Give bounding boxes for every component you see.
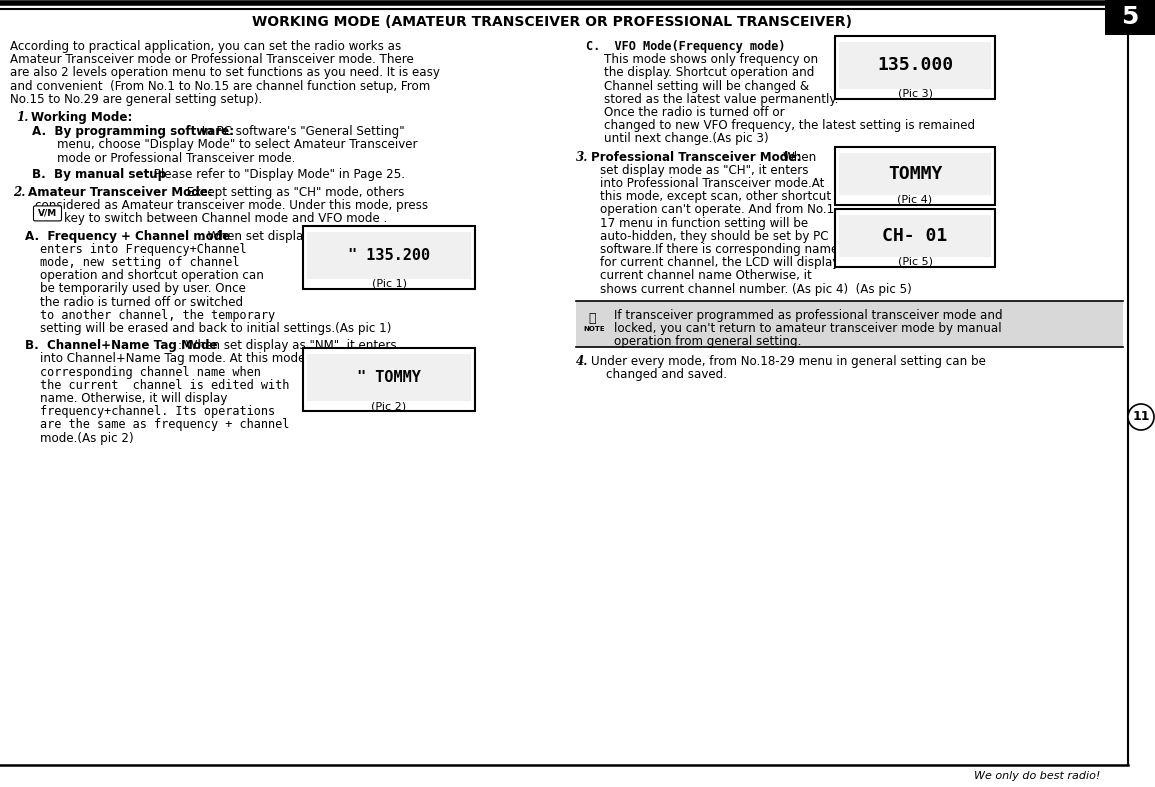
Text: According to practical application, you can set the radio works as: According to practical application, you …: [10, 40, 401, 53]
Text: C.  VFO Mode(Frequency mode): C. VFO Mode(Frequency mode): [586, 40, 785, 53]
Text: 3.: 3.: [576, 150, 588, 164]
Text: changed to new VFO frequency, the latest setting is remained: changed to new VFO frequency, the latest…: [604, 119, 975, 132]
Text: menu, choose "Display Mode" to select Amateur Transceiver: menu, choose "Display Mode" to select Am…: [57, 139, 417, 151]
Text: 1.: 1.: [16, 111, 29, 124]
Text: changed and saved.: changed and saved.: [606, 368, 726, 381]
Text: 2.: 2.: [13, 186, 25, 199]
Text: are also 2 levels operation menu to set functions as you need. It is easy: are also 2 levels operation menu to set …: [10, 66, 440, 79]
Text: 5: 5: [1122, 5, 1139, 29]
Text: A.  By programming software:: A. By programming software:: [32, 125, 234, 139]
Bar: [839, 153, 991, 194]
Text: TOMMY: TOMMY: [888, 164, 942, 183]
Text: : When set display as "NM", it enters: : When set display as "NM", it enters: [178, 339, 396, 353]
Text: until next change.(As pic 3): until next change.(As pic 3): [604, 132, 768, 146]
Text: key to switch between Channel mode and VFO mode .: key to switch between Channel mode and V…: [64, 212, 387, 225]
Text: (Pic 5): (Pic 5): [897, 257, 932, 267]
FancyBboxPatch shape: [33, 206, 61, 221]
Text: software.If there is corresponding name: software.If there is corresponding name: [599, 243, 839, 256]
Text: mode, new setting of channel: mode, new setting of channel: [40, 256, 239, 269]
Text: and convenient  (From No.1 to No.15 are channel function setup, From: and convenient (From No.1 to No.15 are c…: [10, 79, 431, 93]
Text: stored as the latest value permanently.: stored as the latest value permanently.: [604, 93, 839, 105]
Text: corresponding channel name when: corresponding channel name when: [40, 366, 261, 379]
Text: into Professional Transceiver mode.At: into Professional Transceiver mode.At: [599, 177, 825, 190]
Text: Amateur Transceiver mode or Professional Transceiver mode. There: Amateur Transceiver mode or Professional…: [10, 54, 413, 66]
Bar: [307, 231, 471, 279]
Text: shows current channel number. (As pic 4)  (As pic 5): shows current channel number. (As pic 4)…: [599, 283, 911, 296]
Bar: [839, 42, 991, 89]
Text: If transceiver programmed as professional transceiver mode and: If transceiver programmed as professiona…: [614, 309, 1003, 322]
Text: We only do best radio!: We only do best radio!: [974, 771, 1100, 781]
Text: current channel name Otherwise, it: current channel name Otherwise, it: [599, 269, 812, 283]
Text: When: When: [783, 150, 818, 164]
Text: V/M: V/M: [38, 209, 57, 218]
Text: Working Mode:: Working Mode:: [31, 111, 133, 124]
Text: 11: 11: [1132, 411, 1149, 423]
Text: set display mode as "CH", it enters: set display mode as "CH", it enters: [599, 164, 808, 177]
Text: the display. Shortcut operation and: the display. Shortcut operation and: [604, 66, 814, 79]
Text: CH- 01: CH- 01: [882, 227, 947, 245]
Text: locked, you can't return to amateur transceiver mode by manual: locked, you can't return to amateur tran…: [614, 322, 1001, 334]
Text: operation can't operate. And from No.1-: operation can't operate. And from No.1-: [599, 203, 839, 216]
Text: In PC software's "General Setting": In PC software's "General Setting": [198, 125, 404, 139]
Text: operation and shortcut operation can: operation and shortcut operation can: [40, 269, 263, 283]
Bar: [576, 301, 1123, 347]
Text: Professional Transceiver Mode:: Professional Transceiver Mode:: [591, 150, 802, 164]
Text: the current  channel is edited with: the current channel is edited with: [40, 379, 290, 392]
Text: Once the radio is turned off or: Once the radio is turned off or: [604, 106, 784, 119]
Text: are the same as frequency + channel: are the same as frequency + channel: [40, 419, 290, 431]
Text: :: :: [772, 40, 775, 53]
Text: (Pic 4): (Pic 4): [897, 194, 932, 205]
Text: (Pic 2): (Pic 2): [372, 401, 407, 412]
Bar: [303, 349, 475, 412]
Text: 🔉: 🔉: [588, 312, 596, 325]
Text: B.  Channel+Name Tag Mode: B. Channel+Name Tag Mode: [25, 339, 217, 353]
Text: mode or Professional Transceiver mode.: mode or Professional Transceiver mode.: [57, 152, 296, 164]
Text: 17 menu in function setting will be: 17 menu in function setting will be: [599, 216, 808, 230]
Text: auto-hidden, they should be set by PC: auto-hidden, they should be set by PC: [599, 230, 828, 243]
Text: (Pic 1): (Pic 1): [372, 279, 407, 289]
Text: " TOMMY: " TOMMY: [357, 371, 420, 386]
Text: this mode, except scan, other shortcut: this mode, except scan, other shortcut: [599, 190, 832, 203]
Bar: [1105, 0, 1155, 35]
Text: This mode shows only frequency on: This mode shows only frequency on: [604, 54, 818, 66]
Text: (Pic 3): (Pic 3): [897, 89, 932, 99]
Bar: [839, 215, 991, 257]
Text: name. Otherwise, it will display: name. Otherwise, it will display: [40, 392, 228, 405]
Bar: [835, 36, 994, 99]
Bar: [307, 354, 471, 401]
Text: the radio is turned off or switched: the radio is turned off or switched: [40, 296, 243, 309]
Text: Channel setting will be changed &: Channel setting will be changed &: [604, 79, 810, 93]
Text: considered as Amateur transceiver mode. Under this mode, press: considered as Amateur transceiver mode. …: [35, 199, 429, 212]
Text: 135.000: 135.000: [877, 57, 953, 75]
Text: No.15 to No.29 are general setting setup).: No.15 to No.29 are general setting setup…: [10, 93, 262, 105]
Text: mode.(As pic 2): mode.(As pic 2): [40, 431, 134, 445]
Text: A.  Frequency + Channel mode: A. Frequency + Channel mode: [25, 230, 230, 242]
Text: frequency+channel. Its operations: frequency+channel. Its operations: [40, 405, 275, 418]
Text: WORKING MODE (AMATEUR TRANSCEIVER OR PROFESSIONAL TRANSCEIVER): WORKING MODE (AMATEUR TRANSCEIVER OR PRO…: [252, 15, 852, 29]
Text: Under every mode, from No.18-29 menu in general setting can be: Under every mode, from No.18-29 menu in …: [591, 355, 986, 368]
Bar: [303, 226, 475, 289]
Text: setting will be erased and back to initial settings.(As pic 1): setting will be erased and back to initi…: [40, 322, 392, 335]
Text: B.  By manual setup: B. By manual setup: [32, 168, 166, 181]
Text: be temporarily used by user. Once: be temporarily used by user. Once: [40, 283, 246, 295]
Circle shape: [1128, 404, 1154, 430]
Bar: [835, 146, 994, 205]
Text: enters into Frequency+Channel: enters into Frequency+Channel: [40, 243, 247, 256]
Text: Except setting as "CH" mode, others: Except setting as "CH" mode, others: [182, 186, 404, 199]
Text: to another channel, the temporary: to another channel, the temporary: [40, 309, 275, 322]
Text: Amateur Transceiver Mode:: Amateur Transceiver Mode:: [28, 186, 213, 199]
Text: : Please refer to "Display Mode" in Page 25.: : Please refer to "Display Mode" in Page…: [146, 168, 405, 181]
Text: operation from general setting.: operation from general setting.: [614, 334, 802, 348]
Bar: [835, 209, 994, 267]
Text: into Channel+Name Tag mode. At this mode, it will display: into Channel+Name Tag mode. At this mode…: [40, 353, 392, 365]
Text: for current channel, the LCD will display: for current channel, the LCD will displa…: [599, 257, 840, 269]
Text: : When set display as "FR", it: : When set display as "FR", it: [200, 230, 373, 242]
Text: " 135.200: " 135.200: [348, 248, 430, 263]
Text: 4.: 4.: [576, 355, 588, 368]
Text: NOTE: NOTE: [583, 326, 605, 332]
